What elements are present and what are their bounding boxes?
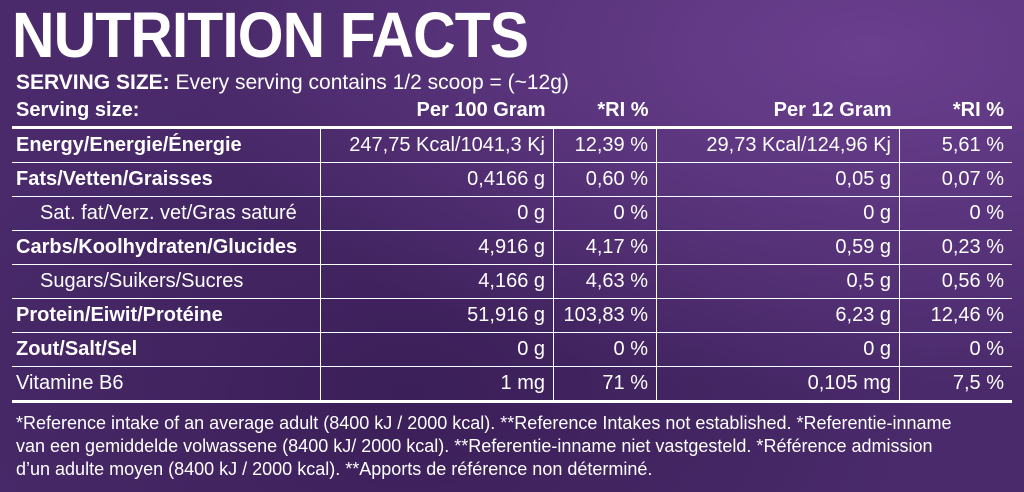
nutrient-label: Zout/Salt/Sel (12, 332, 321, 367)
ri-12-value: 5,61 % (899, 127, 1012, 163)
table-row: Energy/Energie/Énergie 247,75 Kcal/1041,… (12, 127, 1012, 163)
header-per-12: Per 12 Gram (656, 94, 900, 129)
per-100-value: 4,166 g (320, 264, 554, 299)
ri-12-value: 0,56 % (899, 264, 1012, 299)
ri-100-value: 103,83 % (553, 298, 657, 333)
per-12-value: 29,73 Kcal/124,96 Kj (656, 127, 900, 163)
per-100-value: 0,4166 g (320, 162, 554, 197)
ri-100-value: 0 % (553, 196, 657, 231)
nutrient-label: Energy/Energie/Énergie (12, 127, 321, 163)
serving-size-text: Every serving contains 1/2 scoop = (~12g… (169, 71, 569, 94)
per-12-value: 0 g (656, 332, 900, 367)
footnote-line: van een gemiddelde volwassene (8400 kJ/ … (16, 436, 933, 456)
serving-size-label: SERVING SIZE: (16, 71, 170, 94)
nutrient-label: Fats/Vetten/Graisses (12, 162, 321, 197)
table-row: Vitamine B6 1 mg 71 % 0,105 mg 7,5 % (12, 366, 1012, 403)
nutrient-label: Sugars/Suikers/Sucres (12, 264, 321, 299)
ri-12-value: 0,23 % (899, 230, 1012, 265)
header-ri-12: *RI % (899, 94, 1012, 129)
per-12-value: 6,23 g (656, 298, 900, 333)
per-12-value: 0,05 g (656, 162, 900, 197)
per-12-value: 0 g (656, 196, 900, 231)
per-100-value: 51,916 g (320, 298, 554, 333)
page-title: NUTRITION FACTS (12, 0, 529, 71)
nutrient-label: Vitamine B6 (12, 366, 321, 403)
footnote: *Reference intake of an average adult (8… (16, 412, 1016, 481)
ri-12-value: 0,07 % (899, 162, 1012, 197)
per-12-value: 0,59 g (656, 230, 900, 265)
table-row: Sugars/Suikers/Sucres 4,166 g 4,63 % 0,5… (12, 264, 1012, 299)
ri-100-value: 12,39 % (553, 127, 657, 163)
ri-100-value: 4,17 % (553, 230, 657, 265)
per-100-value: 1 mg (320, 366, 554, 403)
per-100-value: 247,75 Kcal/1041,3 Kj (320, 127, 554, 163)
per-12-value: 0,5 g (656, 264, 900, 299)
per-12-value: 0,105 mg (656, 366, 900, 403)
footnote-line: *Reference intake of an average adult (8… (16, 413, 952, 433)
table-header-row: Serving size: Per 100 Gram *RI % Per 12 … (12, 94, 1012, 129)
ri-100-value: 0 % (553, 332, 657, 367)
table-row: Sat. fat/Verz. vet/Gras saturé 0 g 0 % 0… (12, 196, 1012, 231)
footnote-line: d’un adulte moyen (8400 kJ / 2000 kcal).… (16, 459, 653, 479)
serving-size: SERVING SIZE: Every serving contains 1/2… (16, 70, 569, 96)
table-row: Fats/Vetten/Graisses 0,4166 g 0,60 % 0,0… (12, 162, 1012, 197)
per-100-value: 0 g (320, 332, 554, 367)
ri-12-value: 0 % (899, 196, 1012, 231)
ri-100-value: 4,63 % (553, 264, 657, 299)
table-row: Carbs/Koolhydraten/Glucides 4,916 g 4,17… (12, 230, 1012, 265)
ri-100-value: 0,60 % (553, 162, 657, 197)
header-per-100: Per 100 Gram (320, 94, 554, 129)
nutrient-label: Carbs/Koolhydraten/Glucides (12, 230, 321, 265)
table-row: Protein/Eiwit/Protéine 51,916 g 103,83 %… (12, 298, 1012, 333)
table-row: Zout/Salt/Sel 0 g 0 % 0 g 0 % (12, 332, 1012, 367)
header-ri-100: *RI % (553, 94, 657, 129)
per-100-value: 0 g (320, 196, 554, 231)
ri-12-value: 12,46 % (899, 298, 1012, 333)
nutrient-label: Protein/Eiwit/Protéine (12, 298, 321, 333)
ri-12-value: 0 % (899, 332, 1012, 367)
ri-12-value: 7,5 % (899, 366, 1012, 403)
per-100-value: 4,916 g (320, 230, 554, 265)
nutrition-table: Serving size: Per 100 Gram *RI % Per 12 … (12, 94, 1012, 403)
header-serving-size: Serving size: (12, 94, 321, 129)
nutrient-label: Sat. fat/Verz. vet/Gras saturé (12, 196, 321, 231)
ri-100-value: 71 % (553, 366, 657, 403)
